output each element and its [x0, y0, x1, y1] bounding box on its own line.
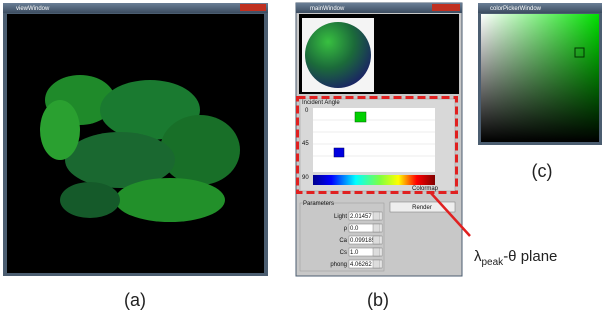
window-controls — [240, 4, 266, 11]
colormap-bar — [313, 175, 435, 185]
caption: (b) — [367, 290, 389, 310]
view-window: viewWindow (a) — [3, 3, 268, 310]
blue-marker[interactable] — [334, 148, 344, 157]
spin-button[interactable] — [373, 236, 380, 244]
field-value: 1.0 — [350, 250, 359, 256]
plane-plot — [313, 108, 435, 172]
spin-button[interactable] — [373, 224, 380, 232]
color-field-shade — [481, 14, 599, 142]
tick-label: 45 — [302, 141, 309, 147]
group-title: Parameters — [303, 201, 334, 207]
field-label: ρ — [344, 226, 348, 232]
field-label: Cs — [340, 250, 347, 256]
color-picker-window: colorPickerWindow (c) — [478, 3, 602, 181]
main-window: mainWindow Incident Angle 0 45 90 Colorm… — [296, 3, 462, 310]
green-marker[interactable] — [355, 112, 366, 122]
window-title: colorPickerWindow — [490, 6, 542, 12]
field-label: phong — [330, 262, 347, 268]
panel-title: Incident Angle — [302, 100, 340, 106]
field-value: 0.0 — [350, 226, 359, 232]
spin-button[interactable] — [373, 212, 380, 220]
field-label: Light — [334, 214, 347, 220]
window-controls — [432, 4, 460, 11]
button-label: Render — [412, 205, 432, 211]
annotation: λpeak-θ plane — [474, 248, 557, 268]
window-title: viewWindow — [16, 6, 50, 12]
caption: (c) — [532, 161, 553, 181]
tick-label: 90 — [302, 175, 309, 181]
field-value: 2.01457 — [350, 214, 372, 220]
window-title: mainWindow — [310, 6, 345, 12]
field-label: Ca — [339, 238, 347, 244]
field-value: 4.06262 — [350, 262, 372, 268]
annotation-subscript: peak — [482, 257, 505, 268]
sphere-render — [305, 22, 371, 88]
caption: (a) — [124, 290, 146, 310]
annotation-suffix: -θ plane — [503, 248, 557, 265]
figure: viewWindow (a) mainWindow Incident Angle — [0, 0, 606, 322]
spin-button[interactable] — [373, 248, 380, 256]
spin-button[interactable] — [373, 260, 380, 268]
